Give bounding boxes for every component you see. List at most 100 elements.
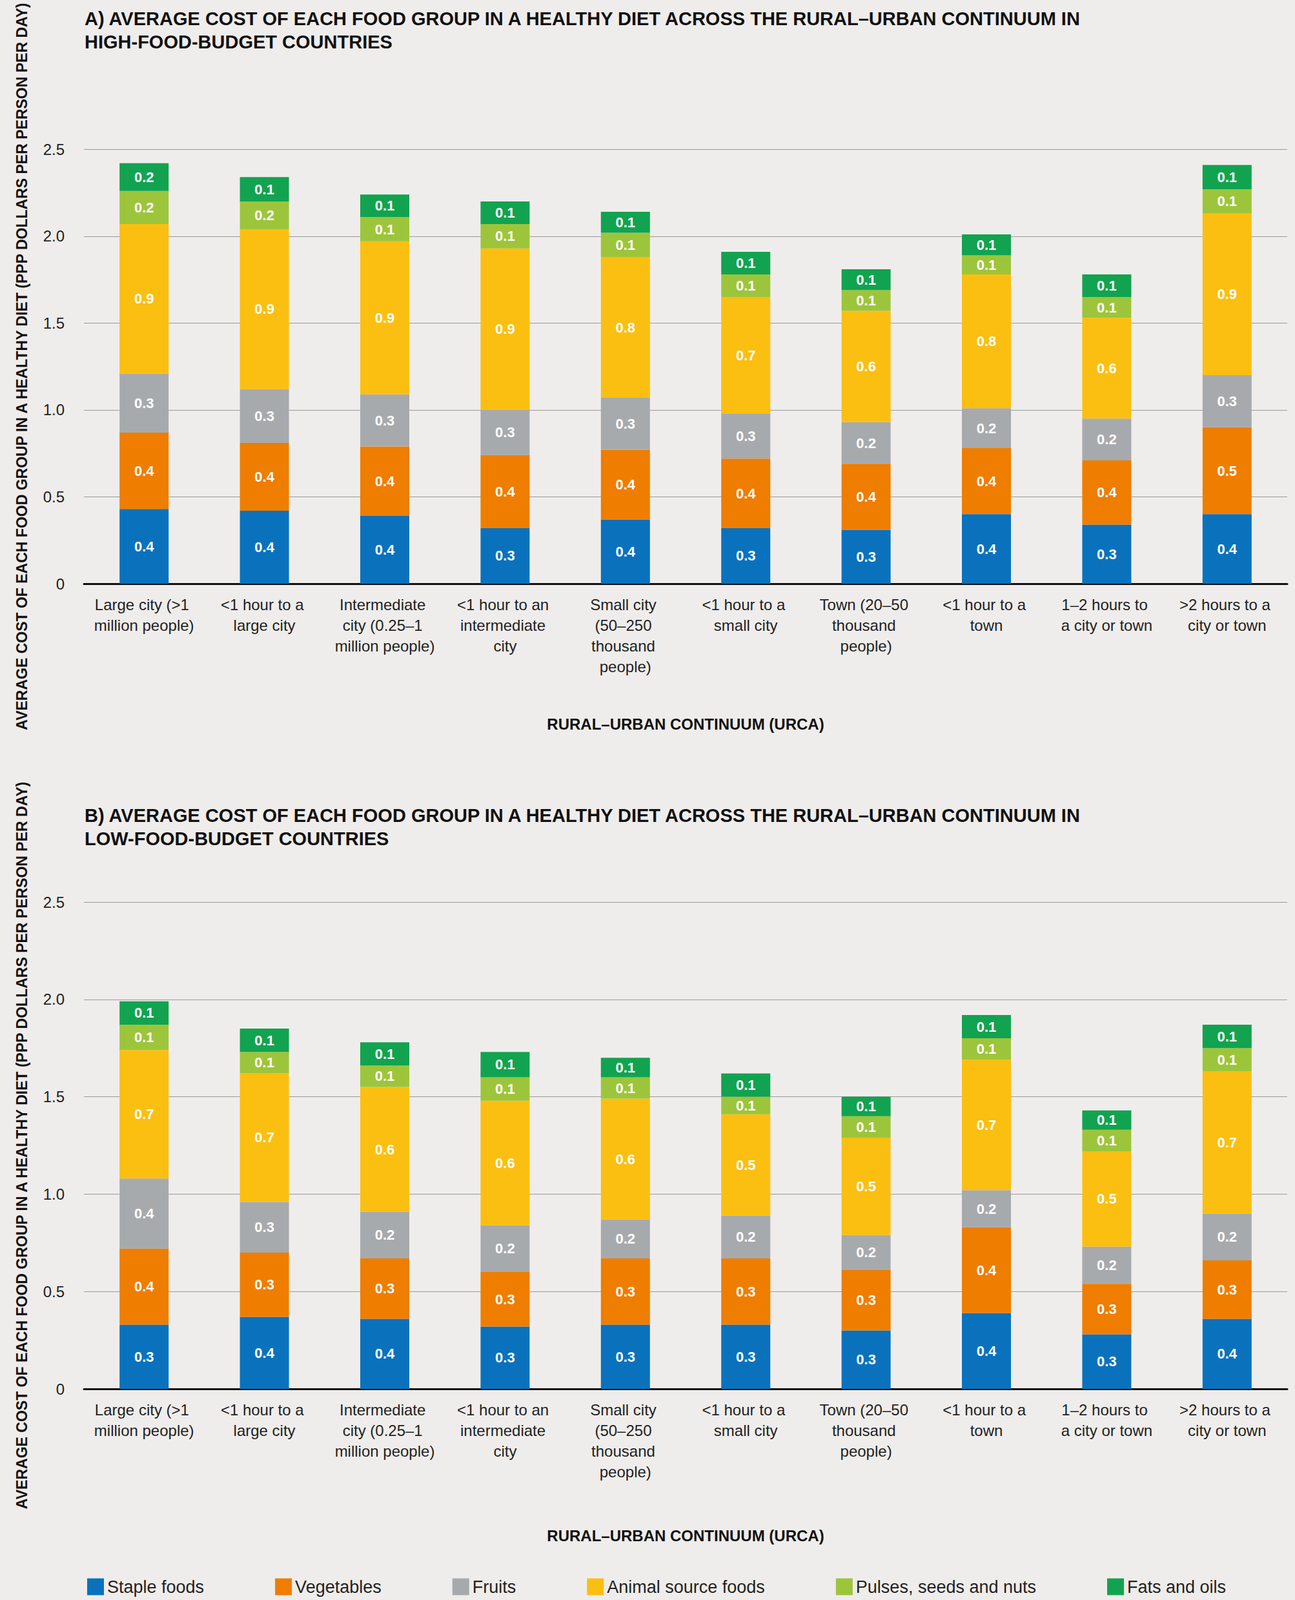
svg-text:0.3: 0.3 [615, 1348, 636, 1365]
svg-text:0.1: 0.1 [615, 1059, 636, 1076]
svg-text:people): people) [599, 1462, 652, 1481]
svg-text:0.1: 0.1 [976, 1018, 997, 1035]
svg-text:0.4: 0.4 [254, 1344, 275, 1361]
svg-text:0.4: 0.4 [375, 1345, 396, 1362]
svg-text:<1 hour to an: <1 hour to an [457, 1400, 554, 1419]
svg-text:0.2: 0.2 [976, 1200, 997, 1217]
svg-text:0.1: 0.1 [976, 256, 997, 274]
svg-text:0.4: 0.4 [375, 473, 396, 490]
svg-text:thousand: thousand [832, 616, 900, 634]
svg-text:0.4: 0.4 [976, 473, 997, 490]
svg-text:0.5: 0.5 [856, 1178, 877, 1195]
svg-text:0.2: 0.2 [375, 1226, 396, 1243]
svg-text:0.2: 0.2 [615, 1230, 636, 1247]
svg-text:0.1: 0.1 [254, 181, 275, 198]
svg-text:0.3: 0.3 [735, 547, 756, 564]
svg-text:city (0.25–1: city (0.25–1 [342, 616, 428, 634]
svg-text:A) AVERAGE COST OF EACH FOOD G: A) AVERAGE COST OF EACH FOOD GROUP IN A … [84, 8, 1086, 30]
svg-text:0.3: 0.3 [856, 548, 877, 565]
svg-text:0.3: 0.3 [856, 1351, 877, 1368]
svg-text:AVERAGE COST OF EACH FOOD GROU: AVERAGE COST OF EACH FOOD GROUP IN A HEA… [13, 2, 31, 730]
svg-text:0.4: 0.4 [495, 483, 516, 500]
svg-text:small city: small city [713, 1421, 778, 1439]
svg-text:0.1: 0.1 [1217, 1028, 1238, 1045]
svg-text:1–2 hours to: 1–2 hours to [1061, 595, 1152, 614]
svg-text:Small city: Small city [590, 1400, 661, 1419]
svg-text:0.1: 0.1 [495, 227, 516, 245]
svg-text:0.1: 0.1 [615, 1080, 636, 1097]
svg-text:0.3: 0.3 [735, 1348, 756, 1365]
svg-text:million people): million people) [335, 637, 436, 655]
svg-text:intermediate: intermediate [460, 1421, 551, 1439]
svg-text:0.4: 0.4 [134, 538, 155, 555]
svg-text:Intermediate: Intermediate [339, 595, 430, 614]
svg-text:<1 hour to a: <1 hour to a [942, 595, 1030, 614]
svg-text:0.1: 0.1 [735, 254, 756, 272]
svg-text:intermediate: intermediate [460, 616, 551, 634]
svg-text:thousand: thousand [591, 637, 660, 655]
svg-text:0.1: 0.1 [615, 214, 636, 231]
svg-text:1.0: 1.0 [43, 1185, 65, 1203]
svg-text:a city or town: a city or town [1061, 1421, 1153, 1439]
svg-text:0.2: 0.2 [856, 1244, 877, 1261]
svg-text:0.5: 0.5 [1217, 462, 1238, 480]
svg-text:0.4: 0.4 [254, 539, 275, 556]
svg-text:0.3: 0.3 [1096, 546, 1117, 563]
svg-text:HIGH-FOOD-BUDGET COUNTRIES: HIGH-FOOD-BUDGET COUNTRIES [84, 31, 393, 53]
svg-text:people): people) [840, 1442, 893, 1460]
svg-text:Large city (>1: Large city (>1 [94, 595, 194, 614]
svg-text:thousand: thousand [832, 1421, 900, 1439]
svg-text:0.4: 0.4 [134, 1205, 155, 1222]
svg-text:0.3: 0.3 [735, 428, 756, 445]
svg-text:0.7: 0.7 [134, 1105, 155, 1122]
svg-text:0.3: 0.3 [495, 547, 516, 564]
svg-text:people): people) [599, 657, 652, 676]
svg-text:0.3: 0.3 [615, 1283, 636, 1300]
svg-text:0.4: 0.4 [1217, 1345, 1238, 1362]
svg-text:<1 hour to a: <1 hour to a [942, 1400, 1030, 1419]
svg-text:0.3: 0.3 [134, 1348, 155, 1365]
svg-text:0: 0 [56, 575, 65, 593]
svg-text:(50–250: (50–250 [594, 1421, 656, 1439]
svg-text:AVERAGE COST OF EACH FOOD GROU: AVERAGE COST OF EACH FOOD GROUP IN A HEA… [13, 781, 31, 1509]
svg-text:2.0: 2.0 [43, 227, 65, 245]
svg-text:Pulses, seeds and nuts: Pulses, seeds and nuts [856, 1577, 1037, 1597]
svg-text:Vegetables: Vegetables [295, 1577, 382, 1597]
svg-text:0.4: 0.4 [615, 476, 636, 493]
svg-text:0.3: 0.3 [134, 395, 155, 412]
svg-text:0.1: 0.1 [1217, 1051, 1238, 1068]
svg-text:Fruits: Fruits [472, 1577, 517, 1597]
svg-text:Small city: Small city [590, 595, 661, 614]
svg-text:2.5: 2.5 [43, 140, 65, 159]
svg-text:Town (20–50: Town (20–50 [819, 1400, 913, 1419]
svg-text:0.1: 0.1 [976, 1040, 997, 1057]
svg-text:0.1: 0.1 [134, 1029, 155, 1046]
svg-text:0.1: 0.1 [375, 197, 396, 214]
svg-text:0.4: 0.4 [254, 468, 275, 485]
svg-text:city: city [493, 1442, 517, 1460]
svg-text:Town (20–50: Town (20–50 [819, 595, 913, 614]
svg-text:town: town [970, 616, 1004, 634]
svg-text:0.1: 0.1 [495, 1080, 516, 1097]
svg-text:<1 hour to a: <1 hour to a [220, 595, 308, 614]
svg-text:million people): million people) [94, 616, 195, 634]
svg-text:0.2: 0.2 [254, 207, 275, 224]
svg-text:0.1: 0.1 [1096, 1111, 1117, 1128]
svg-text:0.4: 0.4 [856, 488, 877, 505]
svg-text:0.2: 0.2 [1217, 1228, 1238, 1245]
svg-text:0.7: 0.7 [1217, 1134, 1238, 1151]
svg-text:Animal source foods: Animal source foods [606, 1577, 765, 1597]
svg-text:0.1: 0.1 [856, 292, 877, 309]
svg-text:LOW-FOOD-BUDGET COUNTRIES: LOW-FOOD-BUDGET COUNTRIES [84, 828, 389, 849]
svg-text:1.5: 1.5 [43, 314, 65, 332]
svg-text:0.3: 0.3 [1096, 1300, 1117, 1317]
svg-text:0.7: 0.7 [976, 1116, 997, 1133]
svg-text:RURAL–URBAN CONTINUUM (URCA): RURAL–URBAN CONTINUUM (URCA) [546, 715, 824, 733]
svg-text:>2 hours to a: >2 hours to a [1179, 1400, 1275, 1419]
svg-text:0.2: 0.2 [134, 199, 155, 216]
svg-text:0.1: 0.1 [375, 1067, 396, 1084]
svg-text:a city or town: a city or town [1061, 616, 1153, 634]
svg-text:(50–250: (50–250 [594, 616, 656, 634]
svg-text:0.9: 0.9 [1217, 285, 1238, 303]
svg-text:0.4: 0.4 [976, 540, 997, 558]
